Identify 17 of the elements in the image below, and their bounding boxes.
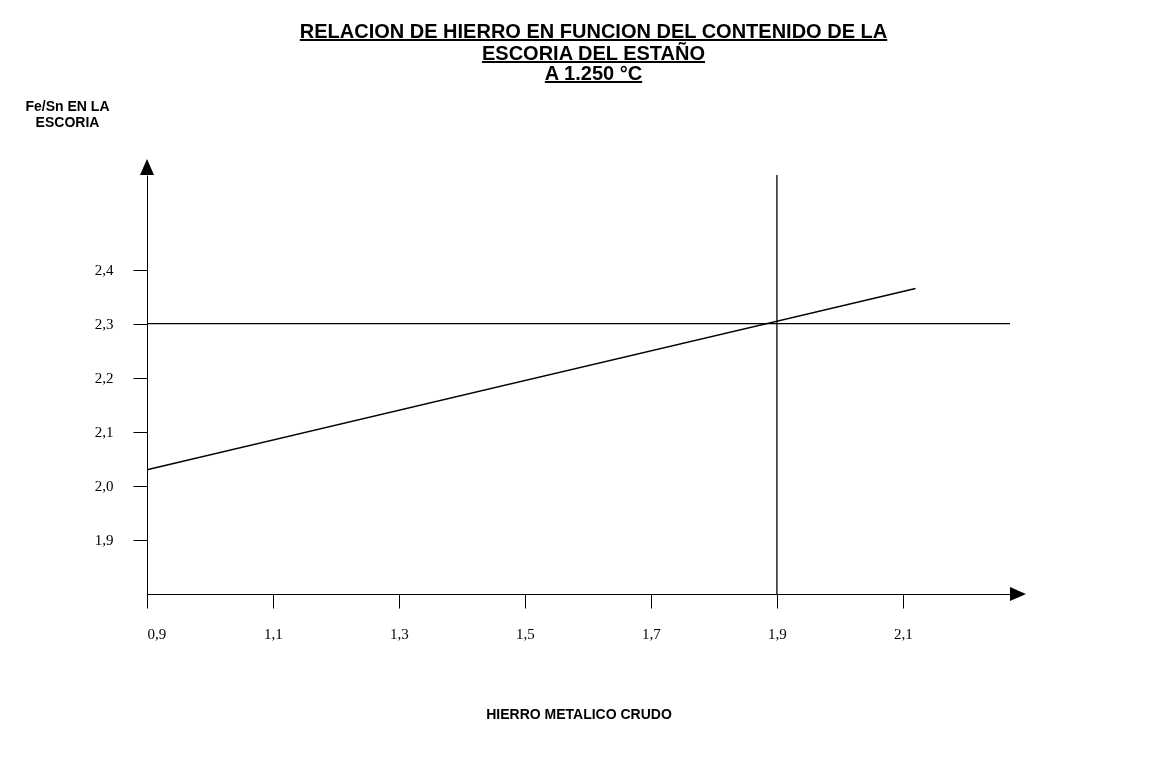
y-tick-label: 2,4 bbox=[94, 262, 114, 279]
y-tick-label: 2,2 bbox=[94, 370, 114, 387]
chart-title: RELACION DE HIERRO EN FUNCION DEL CONTENIDO DE LA ESCORIA DEL ESTAÑO bbox=[299, 20, 888, 64]
y-axis-title: Fe/Sn EN LA ESCORIA bbox=[25, 97, 110, 130]
x-tick-label: 1,7 bbox=[642, 625, 662, 642]
chart-subtitle: A 1.250 °C bbox=[544, 62, 643, 84]
x-axis-title: HIERRO METALICO CRUDO bbox=[486, 705, 672, 722]
y-tick-label: 2,0 bbox=[94, 478, 114, 495]
y-tick-label: 2,1 bbox=[94, 424, 114, 441]
y-tick-label: 2,3 bbox=[94, 316, 114, 333]
x-tick-label: 0,9 bbox=[147, 625, 167, 642]
x-tick-label: 2,1 bbox=[894, 625, 913, 642]
y-tick-label: 1,9 bbox=[94, 532, 114, 549]
x-tick-label: 1,9 bbox=[768, 625, 787, 642]
x-tick-label: 1,1 bbox=[264, 625, 283, 642]
x-tick-label: 1,3 bbox=[390, 625, 409, 642]
x-tick-label: 1,5 bbox=[516, 625, 535, 642]
